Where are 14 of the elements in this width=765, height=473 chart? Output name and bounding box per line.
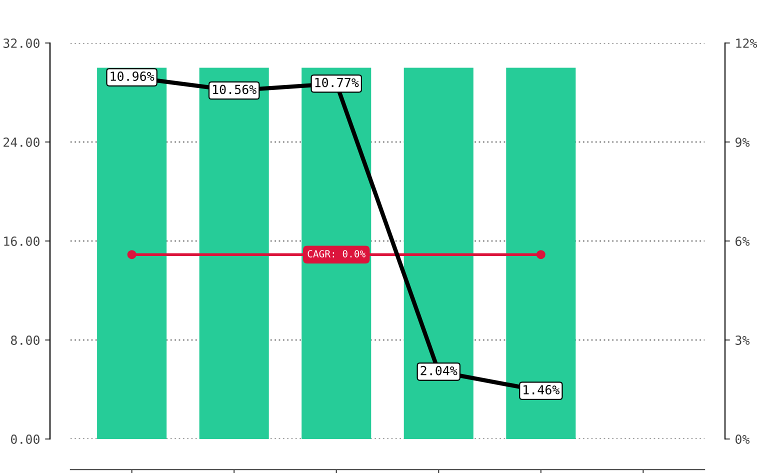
y-tick-label: 8.00 — [10, 336, 40, 345]
y2-tick-label: 6% — [736, 236, 750, 246]
y2-tick-label: 9% — [736, 138, 750, 147]
data-label: 10.56% — [213, 84, 256, 94]
data-label: 10.77% — [315, 78, 359, 88]
y-tick-label: 32.00 — [3, 38, 40, 48]
y-tick-label: 16.00 — [4, 236, 40, 246]
annotation: CAGR: 0.0% — [308, 250, 366, 258]
y-tick-label: 24.00 — [4, 138, 40, 147]
data-label: 10.96% — [110, 72, 154, 81]
y-tick-label: 0.00 — [10, 434, 40, 444]
y2-tick-label: 0% — [736, 434, 750, 444]
y2-tick-label: 12% — [736, 38, 758, 48]
y2-tick-label: 3% — [736, 336, 750, 345]
